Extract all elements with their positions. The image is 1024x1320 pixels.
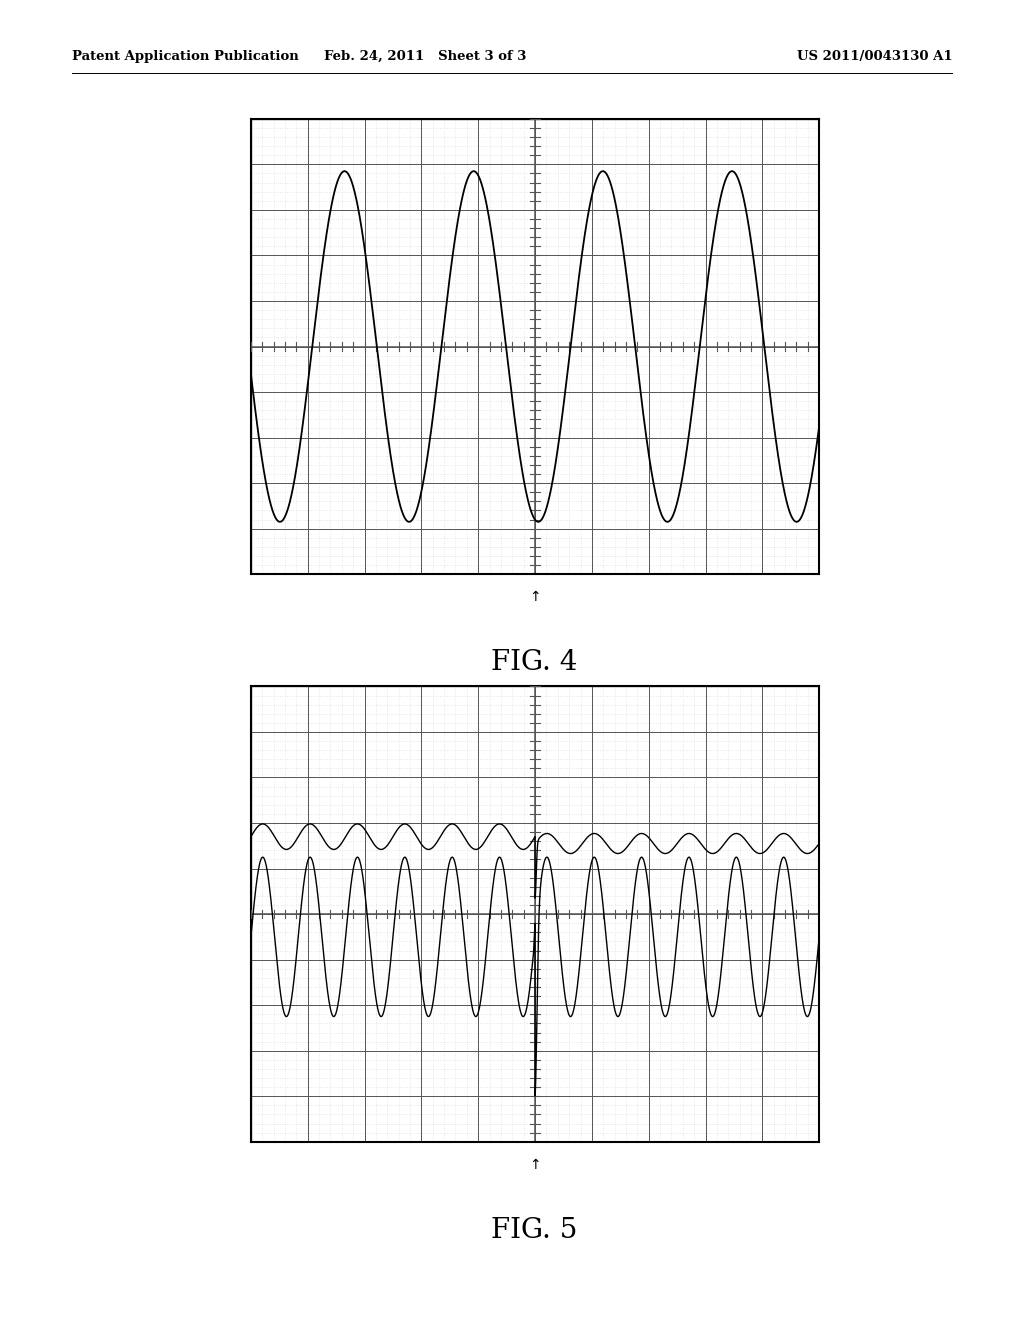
Text: Patent Application Publication: Patent Application Publication xyxy=(72,50,298,63)
Text: ↑: ↑ xyxy=(528,1158,541,1172)
Text: FIG. 4: FIG. 4 xyxy=(492,649,578,676)
Text: US 2011/0043130 A1: US 2011/0043130 A1 xyxy=(797,50,952,63)
Text: ↑: ↑ xyxy=(528,590,541,605)
Text: FIG. 5: FIG. 5 xyxy=(492,1217,578,1243)
Text: Feb. 24, 2011   Sheet 3 of 3: Feb. 24, 2011 Sheet 3 of 3 xyxy=(324,50,526,63)
